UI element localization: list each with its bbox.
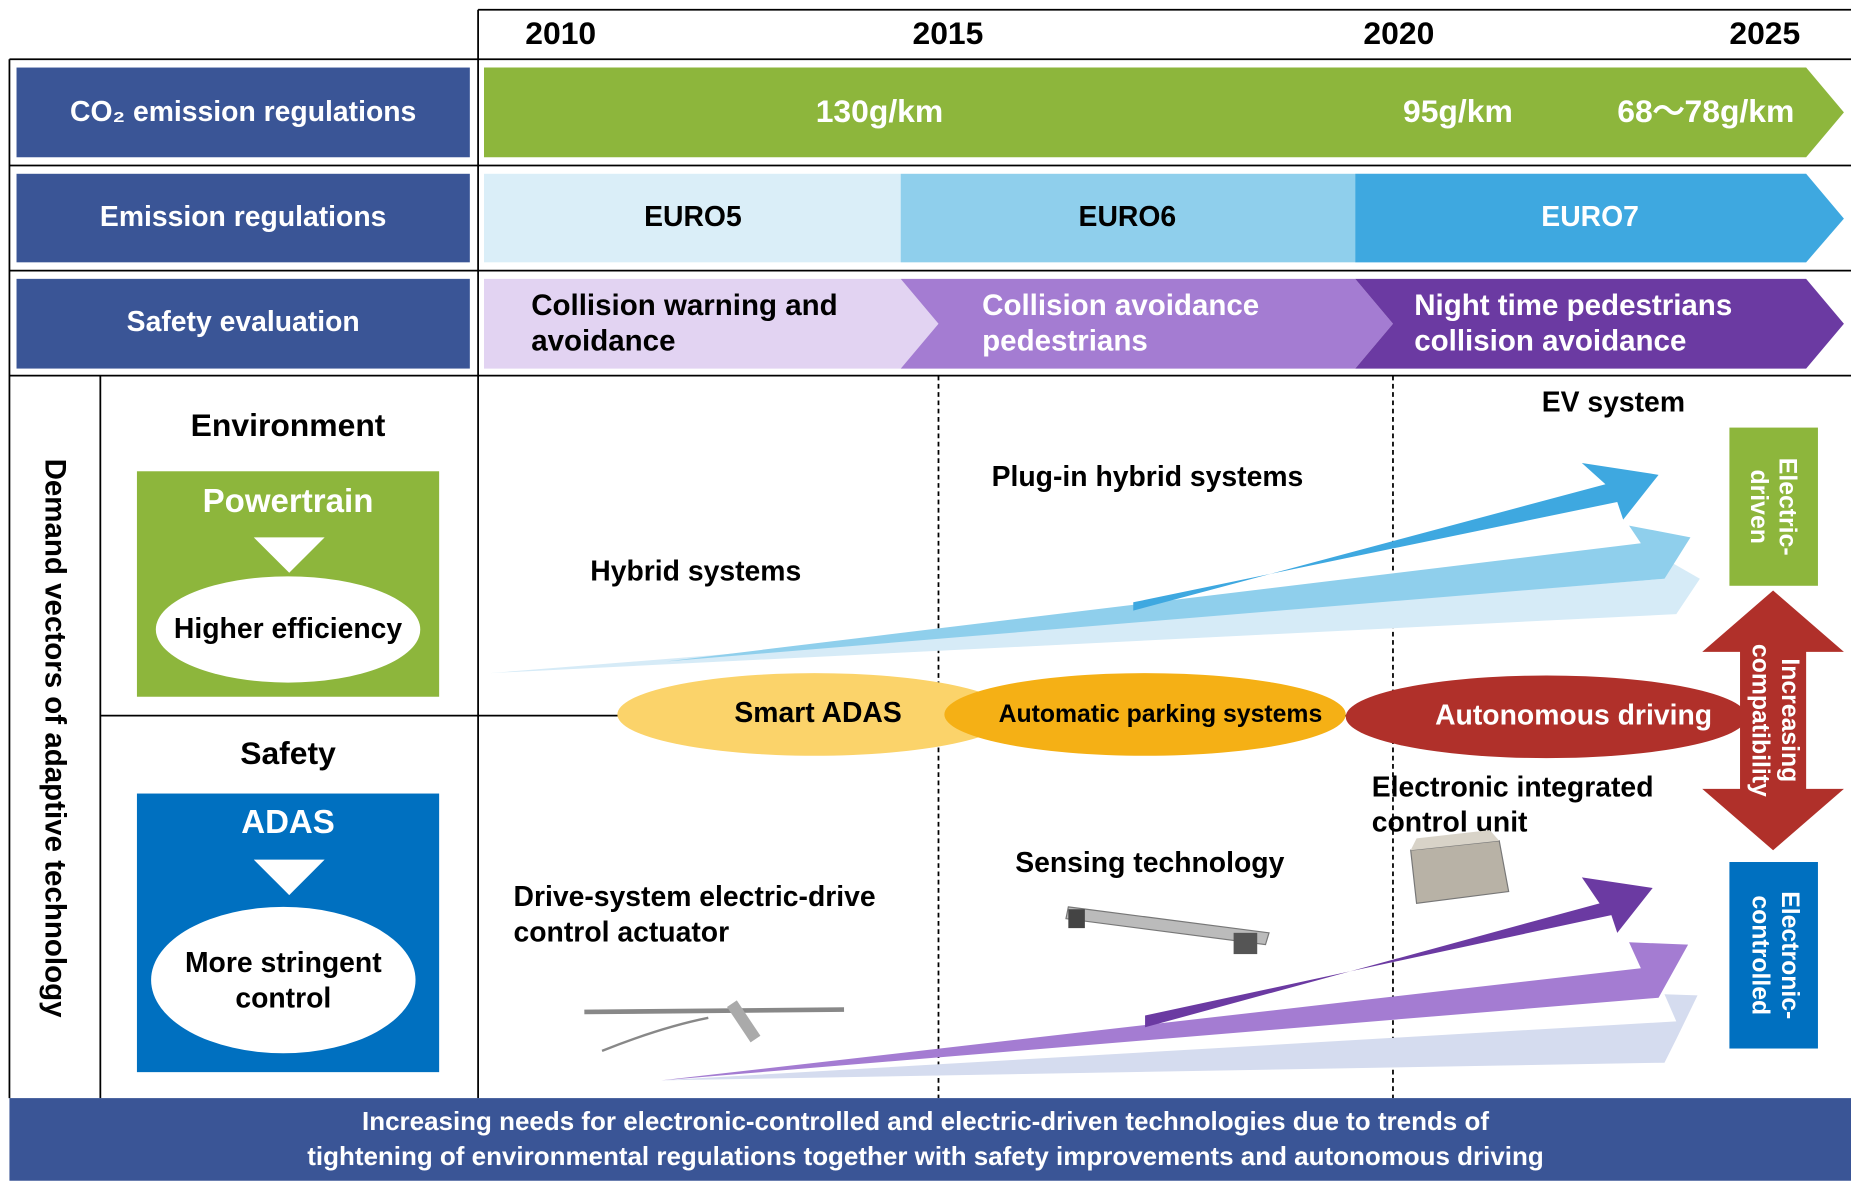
euro-segment bbox=[900, 173, 1356, 263]
tech-label: Electronic integrated bbox=[1372, 771, 1654, 803]
safety-label: pedestrians bbox=[982, 324, 1148, 357]
safety-label: avoidance bbox=[531, 324, 675, 357]
goal-ellipse bbox=[155, 576, 421, 683]
side-label: driven bbox=[1745, 469, 1772, 543]
footer-text: Increasing needs for electronic-controll… bbox=[362, 1106, 1489, 1136]
safety-label: Night time pedestrians bbox=[1414, 289, 1732, 322]
compat-arrow bbox=[1702, 590, 1844, 851]
stage-ellipse bbox=[1345, 675, 1748, 759]
stage-ellipse bbox=[617, 673, 1012, 756]
side-label: compatibility bbox=[1746, 644, 1773, 797]
footer bbox=[9, 1098, 1851, 1181]
co2-arrow bbox=[483, 67, 1844, 158]
trend-arrow bbox=[661, 994, 1698, 1081]
co2-value: 68～78g/km bbox=[1617, 93, 1794, 129]
year: 2010 bbox=[525, 15, 596, 51]
goal: control bbox=[235, 983, 331, 1015]
box-title: Powertrain bbox=[203, 483, 374, 520]
tech-label: Sensing technology bbox=[1015, 847, 1284, 879]
box-title: ADAS bbox=[241, 804, 335, 841]
trend-arrow bbox=[661, 942, 1689, 1081]
electric-box bbox=[1729, 427, 1818, 586]
tech-label: Drive-system electric-drive bbox=[514, 881, 876, 913]
tech-label: control unit bbox=[1372, 807, 1528, 839]
actuator-image bbox=[584, 1000, 845, 1052]
section-title: Safety bbox=[240, 735, 336, 771]
row-label-box bbox=[16, 173, 470, 263]
trend-arrow bbox=[1133, 463, 1659, 611]
row-label: CO₂ emission regulations bbox=[70, 96, 416, 128]
year: 2015 bbox=[912, 15, 983, 51]
goal-ellipse bbox=[151, 906, 416, 1054]
side-label: Electronic- bbox=[1776, 891, 1803, 1019]
electronic-box bbox=[1729, 862, 1818, 1049]
section-title: Environment bbox=[191, 407, 386, 443]
side-label: Increasing bbox=[1776, 658, 1803, 782]
side-label: Electric- bbox=[1774, 458, 1801, 556]
safety-label: Collision avoidance bbox=[982, 289, 1259, 322]
stage-label: Automatic parking systems bbox=[999, 701, 1323, 728]
ecu-image bbox=[1410, 830, 1510, 904]
row-label: Emission regulations bbox=[100, 201, 387, 233]
footer-text: tightening of environmental regulations … bbox=[307, 1141, 1544, 1171]
stage-label: Smart ADAS bbox=[734, 697, 901, 729]
trend-arrow bbox=[1145, 877, 1653, 1028]
side-title: Demand vectors of adaptive technology bbox=[38, 459, 71, 1019]
trend-arrow bbox=[666, 525, 1691, 662]
safety-segment bbox=[1355, 278, 1844, 369]
euro-label: EURO6 bbox=[1079, 201, 1177, 233]
down-triangle bbox=[253, 537, 325, 573]
euro-segment bbox=[483, 173, 901, 263]
goal: Higher efficiency bbox=[174, 613, 403, 645]
co2-value: 130g/km bbox=[816, 93, 944, 129]
tech-label: control actuator bbox=[514, 917, 730, 949]
tech-label: Plug-in hybrid systems bbox=[992, 461, 1304, 493]
tech-label: EV system bbox=[1542, 386, 1685, 418]
euro-label: EURO7 bbox=[1541, 201, 1639, 233]
safety-segment bbox=[900, 278, 1393, 369]
row-label-box bbox=[16, 67, 470, 158]
years: 2010 2015 2020 2025 bbox=[525, 15, 1800, 51]
down-triangle bbox=[253, 859, 325, 896]
safety-label: Collision warning and bbox=[531, 289, 837, 322]
co2-value: 95g/km bbox=[1403, 93, 1513, 129]
sensor-image bbox=[1065, 906, 1270, 955]
row-label: Safety evaluation bbox=[127, 306, 360, 338]
goal: More stringent bbox=[185, 947, 382, 979]
euro-label: EURO5 bbox=[644, 201, 742, 233]
year: 2025 bbox=[1729, 15, 1800, 51]
euro-segment bbox=[1355, 173, 1844, 263]
stage-label: Autonomous driving bbox=[1435, 699, 1712, 731]
side-label: controlled bbox=[1746, 895, 1773, 1015]
safety-label: collision avoidance bbox=[1414, 324, 1686, 357]
year: 2020 bbox=[1363, 15, 1434, 51]
tech-label: Hybrid systems bbox=[590, 555, 801, 587]
trend-arrow bbox=[489, 555, 1700, 674]
stage-ellipse bbox=[944, 673, 1346, 756]
row-label-box bbox=[16, 278, 470, 369]
safety-segment bbox=[483, 278, 939, 369]
